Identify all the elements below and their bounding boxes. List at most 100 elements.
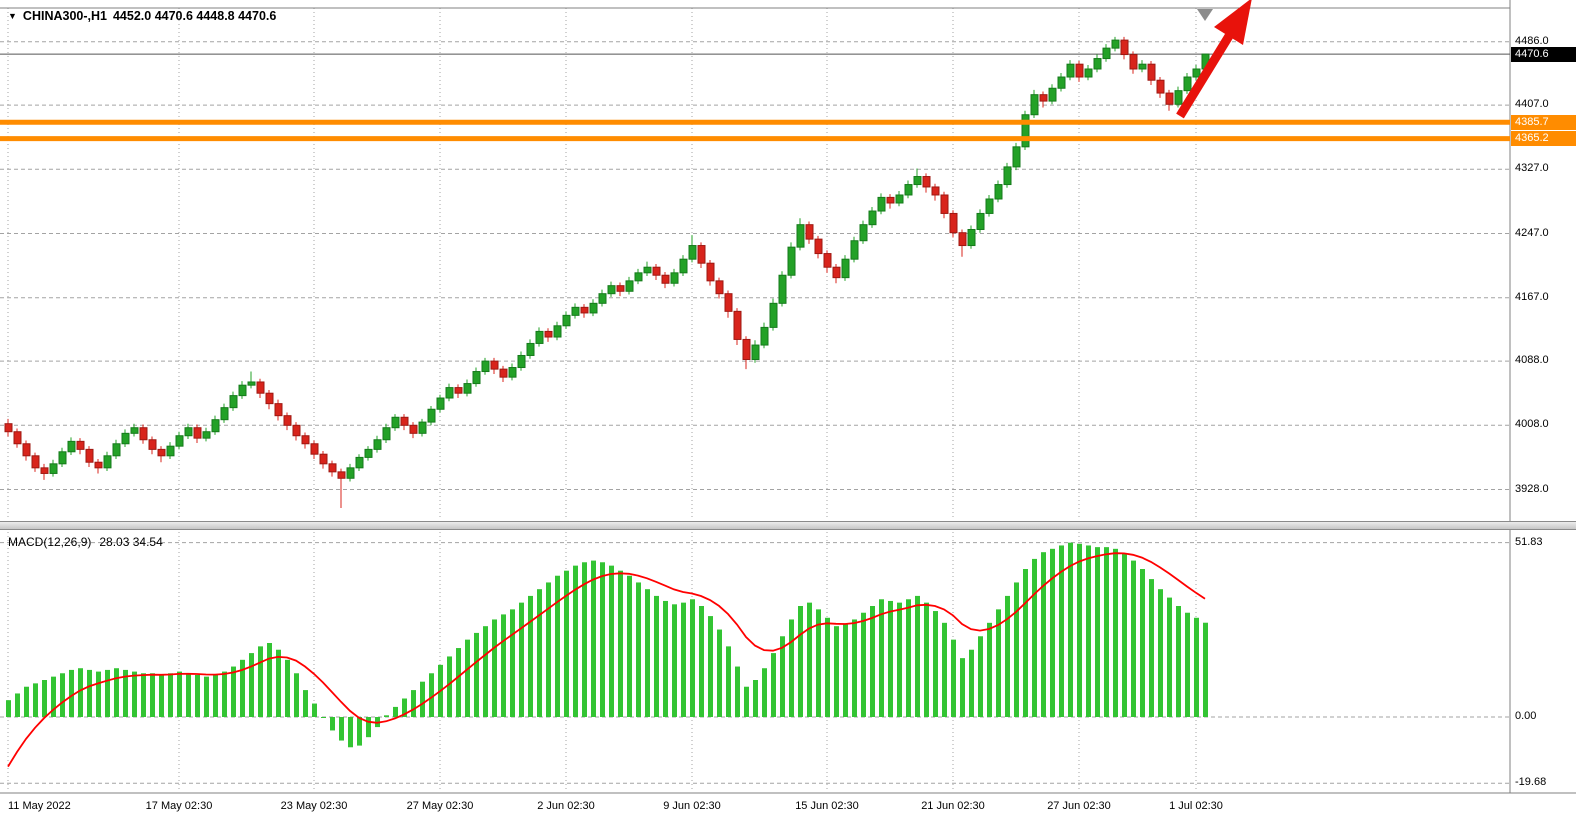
macd-bar (294, 673, 299, 717)
macd-bar (384, 715, 389, 717)
candle-body (895, 194, 904, 204)
macd-bar (951, 639, 956, 717)
macd-bar (285, 659, 290, 717)
macd-bar (960, 658, 965, 717)
candle-body (706, 262, 715, 282)
candle-body (877, 196, 886, 212)
macd-bar (177, 671, 182, 717)
macd-bar (717, 629, 722, 717)
macd-bar (843, 624, 848, 717)
macd-bar (861, 612, 866, 717)
candle-body (1120, 39, 1129, 56)
macd-bar (60, 673, 65, 717)
candle-body (58, 451, 67, 465)
macd-histogram (6, 542, 1208, 748)
candle-body (868, 210, 877, 226)
macd-bar (78, 668, 83, 717)
candle-body (157, 448, 166, 457)
candle-body (121, 432, 130, 445)
panel-divider[interactable] (0, 521, 1576, 530)
symbol-dropdown-icon[interactable]: ▼ (8, 10, 17, 21)
candle-body (256, 381, 265, 394)
macd-bar (1140, 569, 1145, 717)
candle-body (976, 212, 985, 230)
candle-body (31, 455, 40, 469)
macd-bar (1005, 595, 1010, 717)
macd-bar (33, 683, 38, 717)
candle-body (4, 423, 13, 433)
candle-body (139, 427, 148, 441)
macd-bar (834, 626, 839, 717)
candle-body (886, 196, 895, 204)
candle-body (40, 467, 49, 474)
macd-bar (924, 602, 929, 717)
macd-bar (942, 622, 947, 717)
candle-body (1138, 63, 1147, 70)
candle-body (220, 407, 229, 421)
macd-bar (420, 681, 425, 717)
candle-body (760, 326, 769, 346)
candle-body (814, 238, 823, 255)
macd-bar (798, 606, 803, 717)
macd-bar (1041, 552, 1046, 717)
candle-body (526, 342, 535, 356)
ohlc-values-label: 4452.0 4470.6 4448.8 4470.6 (112, 9, 277, 23)
macd-bar (654, 595, 659, 717)
macd-bar (312, 703, 317, 717)
candle-body (598, 293, 607, 304)
candle-body (913, 176, 922, 186)
macd-bar (555, 575, 560, 717)
macd-bar (618, 570, 623, 717)
macd-bar (267, 643, 272, 717)
macd-bar (699, 606, 704, 717)
macd-bar (465, 639, 470, 717)
candle-body (949, 212, 958, 234)
candle-body (373, 439, 382, 450)
candle-body (1003, 166, 1012, 186)
macd-bar (42, 680, 47, 717)
macd-bar (762, 668, 767, 717)
macd-bar (870, 606, 875, 717)
macd-bar (879, 599, 884, 717)
macd-bar (609, 565, 614, 717)
candle-body (202, 431, 211, 439)
candle-body (481, 360, 490, 373)
candle-body (805, 224, 814, 240)
candle-body (517, 354, 526, 369)
macd-bar (366, 717, 371, 738)
macd-bar (429, 673, 434, 717)
macd-bar (105, 669, 110, 717)
candle-body (1057, 76, 1066, 89)
candle-body (85, 448, 94, 463)
macd-bar (240, 659, 245, 717)
macd-bar (780, 636, 785, 717)
macd-bar (456, 648, 461, 717)
candle-body (499, 368, 508, 378)
candle-body (112, 443, 121, 457)
candle-body (634, 272, 643, 282)
trend-arrow[interactable] (1176, 0, 1252, 119)
macd-bar (627, 575, 632, 717)
macd-bar (771, 653, 776, 717)
candle-body (742, 338, 751, 360)
macd-bar (24, 686, 29, 717)
macd-values-label: 28.03 34.54 (99, 535, 163, 549)
candle-body (1039, 94, 1048, 102)
candle-body (355, 456, 364, 469)
macd-bar (87, 669, 92, 717)
macd-bar (996, 609, 1001, 717)
candle-body (958, 232, 967, 247)
candle-body (211, 419, 220, 433)
chart-shift-marker-icon (1197, 9, 1213, 21)
macd-bar (222, 671, 227, 717)
candle-body (544, 330, 553, 338)
candle-body (1075, 63, 1084, 78)
macd-bar (897, 602, 902, 717)
macd-bar (339, 717, 344, 741)
candle-body (166, 445, 175, 457)
candle-body (292, 424, 301, 437)
macd-bar (348, 717, 353, 748)
candle-body (841, 258, 850, 279)
candle-body (1192, 68, 1201, 78)
